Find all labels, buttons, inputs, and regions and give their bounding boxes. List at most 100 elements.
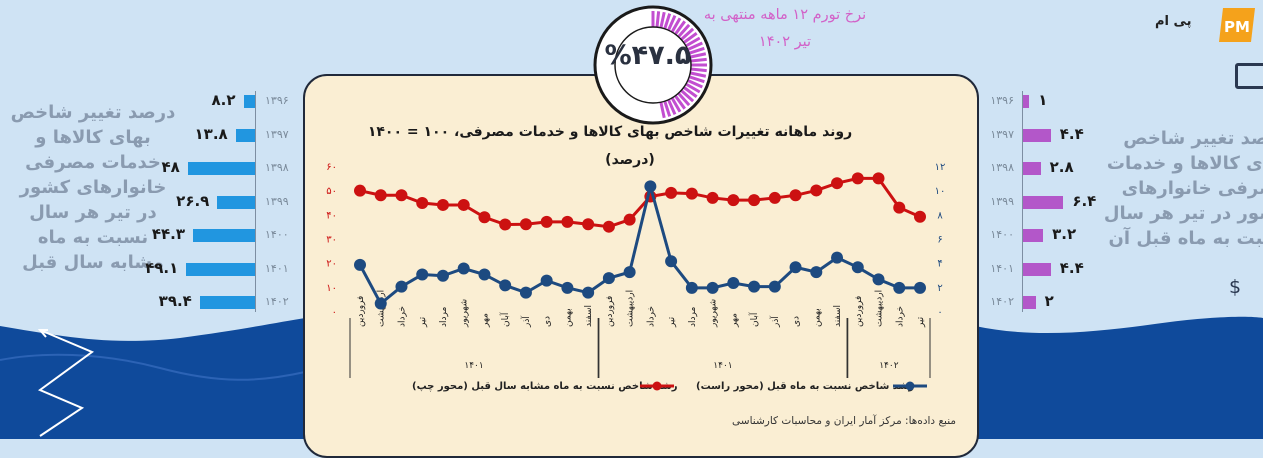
left-axis-tick: ۱۰ [326,283,337,294]
zigzag-decoration [37,329,95,437]
right-bar-year: ۱۳۹۹ [990,194,1014,208]
annual-data-point [436,198,449,211]
monthly-data-point [768,280,781,293]
monthly-data-point [706,281,719,294]
x-axis-month-label: بهمن [812,308,822,327]
annual-data-point [665,186,678,199]
right-axis-tick: ۱۰ [935,186,946,197]
x-axis-year-label: ۱۴۰۱ [464,361,483,371]
x-axis-month-label: خرداد [646,306,656,327]
x-axis-year-label: ۱۴۰۲ [879,361,899,371]
x-axis-month-label: مرداد [439,307,449,327]
left-bar-axis [255,91,256,312]
right-bar-axis [1022,91,1023,312]
left-bar [217,195,255,209]
right-bar [1023,296,1036,309]
annual-data-point [623,213,636,226]
chart-title: روند ماهانه تغییرات شاخص بهای کالاها و خ… [367,124,853,140]
annual-data-point [354,184,366,197]
annual-data-point [831,177,844,190]
x-axis-year-label: ۱۴۰۱ [713,361,732,371]
annual-data-point [914,210,926,223]
left-bar-year: ۱۳۹۶ [265,94,289,107]
dollar-icon: $ [1229,276,1242,298]
x-axis-month-label: مهر [480,313,490,328]
right-bar [1023,162,1041,175]
x-axis-month-label: اردیبهشت [875,290,885,327]
right-bar-year: ۱۳۹۷ [990,127,1014,141]
left-bar-year: ۱۳۹۸ [265,161,289,174]
monthly-data-point [499,279,512,292]
right-wave [975,316,1263,439]
x-axis-month-label: تیر [667,316,677,328]
x-axis-month-label: آذر [520,316,532,328]
chart-subtitle: (درصد) [605,152,655,168]
right-axis-tick: ۱۲ [935,162,946,173]
right-axis-tick: ۲ [937,283,942,294]
inflation-gauge [593,5,713,125]
annual-data-point [893,201,906,214]
money-icon [1235,63,1263,89]
legend-annual-marker [640,381,674,391]
annual-data-point [582,218,595,231]
annual-data-point [706,191,719,204]
right-bar-value: ۴.۴ [1059,258,1084,277]
annual-series-line [359,176,921,229]
brand-logo-text: پی ام [1155,14,1192,29]
monthly-data-point [872,273,885,286]
arrow-head-decoration [37,329,48,338]
right-bar-value: ۶.۴ [1072,191,1097,210]
right-bar-value: ۲.۸ [1049,158,1074,176]
annual-data-point [457,198,470,211]
right-bar-year: ۱۴۰۰ [990,228,1014,241]
right-bar-value: ۳.۲ [1052,225,1077,243]
right-bar [1023,95,1030,108]
left-bar-value: ۳۹.۴ [158,292,192,310]
x-axis-month-label: اسفند [584,305,594,327]
x-axis-month-label: خرداد [895,306,905,327]
monthly-series-line [358,180,920,306]
left-axis-tick: ۶۰ [326,162,337,173]
left-bar-value: ۴۴.۳ [151,225,185,243]
x-axis-month-label: اسفند [833,305,843,327]
left-axis-tick: ۳۰ [326,235,337,246]
left-axis-tick: ۵۰ [326,186,337,197]
annual-data-point [810,184,823,197]
monthly-data-point [810,266,823,279]
monthly-data-point [851,261,864,274]
annual-data-point [395,189,408,202]
monthly-data-point [727,277,740,289]
right-panel-title: درصد تغییر شاخص بهای کالاها و خدمات مصرف… [1103,128,1263,249]
left-bar-year: ۱۴۰۱ [265,261,289,275]
annual-data-point [789,189,802,202]
left-bar-year: ۱۳۹۷ [265,127,289,141]
gauge-inner-ring [614,26,692,104]
left-axis-tick: ۲۰ [326,259,337,270]
line-chart: ۰ ۱۰ ۲۰ ۳۰ ۴۰ ۵۰ ۶۰ ۰ ۲ ۴ ۶ ۸ ۱۰ ۱۲ فروردین اردیبهشت خرد… [326,162,946,378]
right-bar-year: ۱۳۹۶ [990,94,1014,107]
annual-data-point [748,194,761,207]
left-bar-value: ۸.۲ [211,91,236,109]
monthly-data-point [914,281,926,294]
monthly-data-point [748,280,761,293]
left-bar [187,162,255,175]
left-bar-value: ۴۸ [161,158,180,176]
left-bar [199,296,255,309]
gauge-border [593,5,713,125]
x-axis-month-label: بهمن [563,308,573,327]
monthly-data-point [665,255,678,268]
monthly-data-point [478,268,491,281]
x-axis-month-label: دی [792,316,802,327]
x-axis-month-label: فروردین [605,296,615,327]
left-bar-value: ۴۹.۱ [145,258,179,277]
gauge-value: %۴۷.۵ [604,40,692,71]
pm-badge-text: PM [1224,18,1250,36]
monthly-data-point [623,266,636,279]
right-bar [1023,229,1044,242]
monthly-data-point [644,180,657,193]
left-wave [0,318,305,439]
monthly-data-point [582,286,595,299]
left-bar-value: ۲۶.۹ [176,191,210,210]
left-bar [235,128,255,142]
right-bar [1023,195,1064,209]
